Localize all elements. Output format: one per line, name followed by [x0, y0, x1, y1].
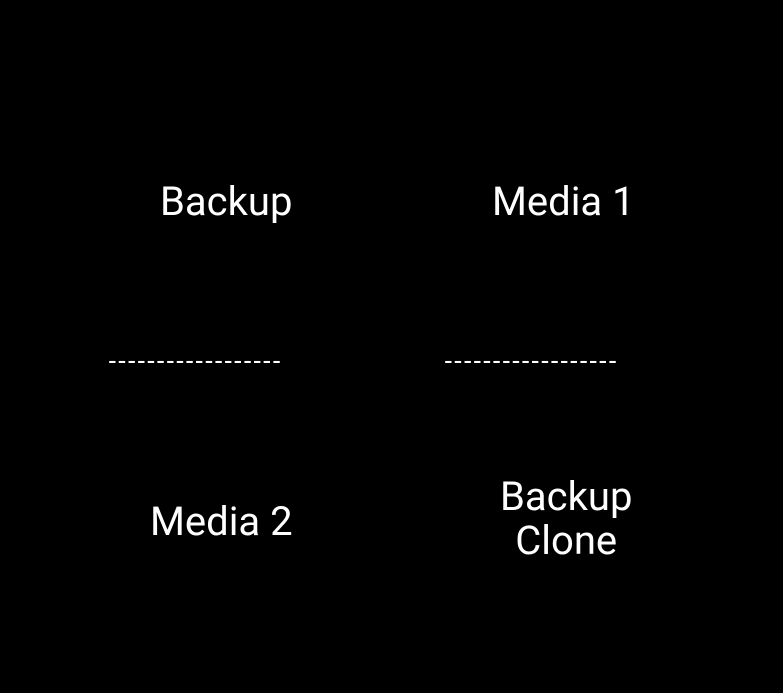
cell-label-backup: Backup	[160, 180, 292, 224]
cell-label-backup-clone: Backup Clone	[500, 475, 632, 563]
cell-label-media2: Media 2	[150, 500, 293, 544]
divider-right: ------------------	[444, 345, 618, 376]
divider-left: ------------------	[108, 345, 282, 376]
cell-label-media1: Media 1	[492, 180, 635, 224]
